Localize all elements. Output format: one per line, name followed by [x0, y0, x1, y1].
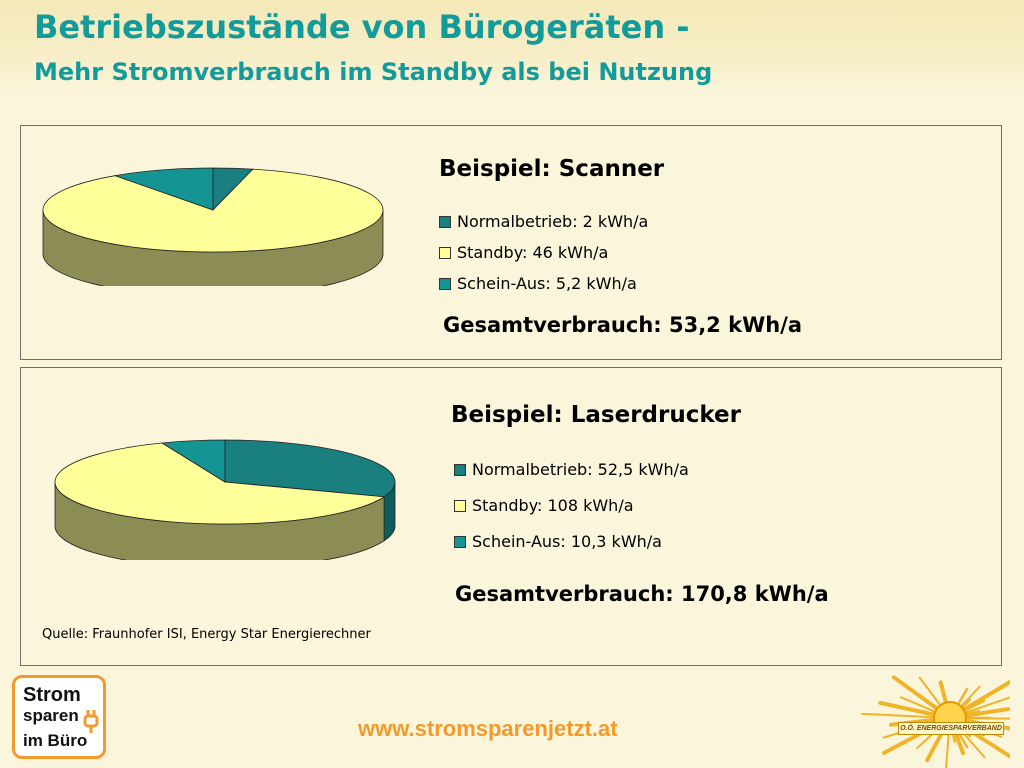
- legend-swatch-normal: [454, 463, 466, 476]
- laserdrucker-legend-standby: Standby: 108 kWh/a: [454, 496, 634, 515]
- legend-label: Normalbetrieb: 52,5 kWh/a: [472, 460, 689, 479]
- strom-sparen-logo: Strom sparen im Büro: [12, 675, 106, 759]
- laserdrucker-legend-normal: Normalbetrieb: 52,5 kWh/a: [454, 460, 689, 479]
- legend-swatch-schein-aus: [454, 535, 466, 548]
- sun-logo-icon: [861, 675, 1010, 768]
- laserdrucker-chart-panel: Beispiel: Laserdrucker Normalbetrieb: 52…: [20, 367, 1002, 666]
- scanner-slice-standby: [42, 168, 384, 253]
- laserdrucker-legend-schein-aus: Schein-Aus: 10,3 kWh/a: [454, 532, 662, 551]
- page-title: Betriebszustände von Bürogeräten -: [34, 8, 690, 46]
- scanner-legend-normal: Normalbetrieb: 2 kWh/a: [439, 212, 648, 231]
- laserdrucker-slice-schein-aus: [160, 439, 226, 483]
- laserdrucker-total: Gesamtverbrauch: 170,8 kWh/a: [455, 582, 829, 606]
- laserdrucker-slice-standby: [54, 442, 386, 525]
- scanner-chart-panel: Beispiel: Scanner Normalbetrieb: 2 kWh/a…: [20, 125, 1002, 360]
- legend-label: Schein-Aus: 5,2 kWh/a: [457, 274, 637, 293]
- scanner-legend-schein-aus: Schein-Aus: 5,2 kWh/a: [439, 274, 637, 293]
- scanner-chart-title: Beispiel: Scanner: [439, 156, 665, 182]
- legend-swatch-standby: [439, 246, 451, 259]
- page-subtitle: Mehr Stromverbrauch im Standby als bei N…: [34, 58, 713, 86]
- legend-swatch-normal: [439, 215, 451, 228]
- header-band: Betriebszustände von Bürogeräten - Mehr …: [0, 0, 1024, 95]
- scanner-pie-chart: [42, 167, 384, 286]
- laserdrucker-pie-chart: [54, 439, 396, 560]
- logo-text-line: sparen: [23, 706, 79, 725]
- source-note: Quelle: Fraunhofer ISI, Energy Star Ener…: [42, 627, 371, 642]
- legend-label: Normalbetrieb: 2 kWh/a: [457, 212, 649, 231]
- laserdrucker-chart-title: Beispiel: Laserdrucker: [451, 402, 741, 428]
- scanner-legend-standby: Standby: 46 kWh/a: [439, 243, 608, 262]
- website-link[interactable]: www.stromsparenjetzt.at: [358, 716, 618, 741]
- legend-label: Standby: 108 kWh/a: [472, 496, 634, 515]
- scanner-total: Gesamtverbrauch: 53,2 kWh/a: [443, 313, 803, 337]
- energiesparverband-banner: O.Ö. ENERGIESPARVERBAND: [898, 722, 1004, 735]
- logo-text-line: im Büro: [23, 731, 88, 750]
- legend-label: Standby: 46 kWh/a: [457, 243, 609, 262]
- laserdrucker-slice-normal: [224, 439, 396, 498]
- legend-swatch-schein-aus: [439, 277, 451, 290]
- legend-label: Schein-Aus: 10,3 kWh/a: [472, 532, 662, 551]
- legend-swatch-standby: [454, 499, 466, 512]
- scanner-slice-schein-aus: [113, 167, 214, 211]
- logo-text-line: Strom: [23, 684, 81, 706]
- plug-icon: [83, 710, 99, 733]
